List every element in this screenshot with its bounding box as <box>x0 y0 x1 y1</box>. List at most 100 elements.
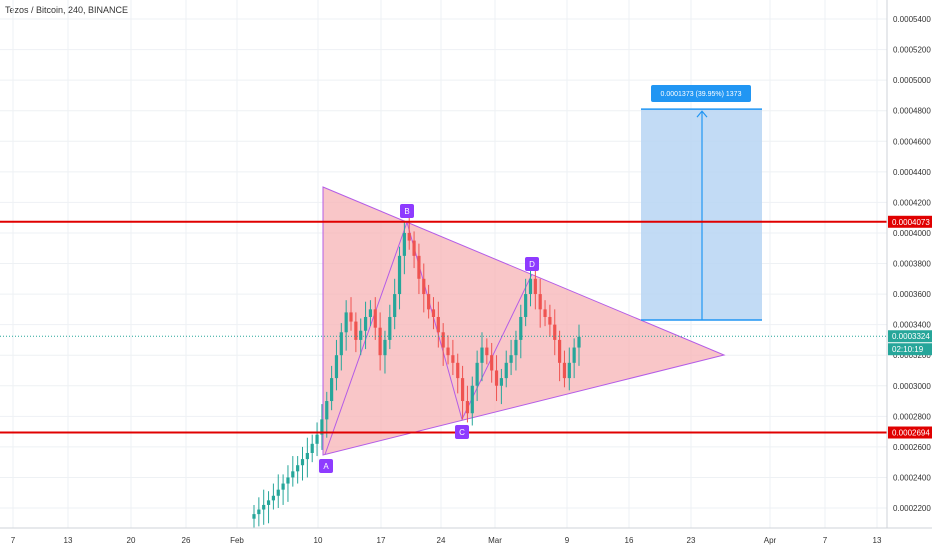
candle-body <box>456 362 460 379</box>
time-tick-label: 7 <box>11 536 16 545</box>
triangle-fill[interactable] <box>322 186 726 456</box>
current-price-label: 0.0003324 <box>892 332 930 341</box>
price-axis[interactable]: 0.0005400 0.0005200 0.0005000 0.0004800 0.00… <box>886 0 932 528</box>
candle-body <box>519 316 523 340</box>
candle-body <box>349 312 353 322</box>
symbol-title: Tezos / Bitcoin, 240, BINANCE <box>5 5 129 15</box>
candle-body <box>485 347 489 356</box>
candle-body <box>451 355 455 363</box>
target-label-text: 0.0001373 (39.95%) 1373 <box>661 91 742 98</box>
price-tick-label: 0.0004800 <box>893 107 931 116</box>
time-tick-label: 9 <box>565 536 570 545</box>
candle-body <box>509 355 513 363</box>
point-label-c <box>455 425 469 439</box>
point-label-b <box>400 204 414 218</box>
candle-body <box>436 316 440 333</box>
time-tick-label: 23 <box>687 536 696 545</box>
candle-body <box>276 489 280 496</box>
countdown-badge <box>888 343 932 356</box>
candle-body <box>557 339 562 363</box>
candle-body <box>325 401 329 420</box>
time-tick-label: 7 <box>823 536 828 545</box>
resistance-badge <box>888 215 932 228</box>
time-tick-label: Mar <box>488 536 502 545</box>
candle-body <box>524 294 528 317</box>
candle-body <box>412 240 416 256</box>
candle-body <box>480 347 484 363</box>
candle-body <box>378 327 382 356</box>
candle-body <box>373 309 377 328</box>
price-tick-label: 0.0002200 <box>893 504 931 513</box>
candle-body <box>465 401 470 414</box>
point-label-text: B <box>404 207 409 216</box>
candle-body <box>393 294 397 317</box>
candle-body <box>281 483 285 490</box>
candle-body <box>446 347 450 356</box>
candle-body <box>334 355 339 379</box>
point-labels: A B C D <box>319 204 539 473</box>
candle-body <box>383 339 387 356</box>
candle-body <box>499 378 503 386</box>
candle-body <box>397 255 402 295</box>
candle-body <box>577 336 581 348</box>
price-tick-label: 0.0003600 <box>893 290 931 299</box>
resistance-label: 0.0004073 <box>892 218 930 227</box>
time-tick-label: 26 <box>182 536 191 545</box>
candle-body <box>553 324 557 340</box>
price-tick-label: 0.0004400 <box>893 168 931 177</box>
candle-body <box>533 278 537 295</box>
time-tick-label: 13 <box>64 536 73 545</box>
candle-body <box>431 309 436 317</box>
candle-body <box>422 278 426 295</box>
candle-body <box>330 378 334 402</box>
price-tick-label: 0.0005200 <box>893 46 931 55</box>
horizontal-levels[interactable] <box>0 220 887 434</box>
point-label-text: C <box>459 428 465 437</box>
candle-body <box>427 294 431 310</box>
time-tick-label: 24 <box>437 536 446 545</box>
point-label-text: A <box>323 462 329 471</box>
candle-body <box>572 347 576 363</box>
candle-body <box>339 332 343 356</box>
time-axis[interactable]: 7 13 20 26 Feb 10 17 24 Mar 9 16 23 Apr 7 13 <box>0 527 932 545</box>
time-tick-label: Apr <box>764 536 777 545</box>
countdown-label: 02:10:19 <box>892 345 924 354</box>
candle-body <box>368 309 373 317</box>
time-tick-label: 20 <box>127 536 136 545</box>
price-tick-label: 0.0003200 <box>893 351 931 360</box>
price-tick-label: 0.0005000 <box>893 76 931 85</box>
target-label-box[interactable] <box>651 85 751 102</box>
candle-body <box>470 385 474 414</box>
price-tick-label: 0.0003800 <box>893 260 931 269</box>
price-tick-label: 0.0003400 <box>893 321 931 330</box>
candle-body <box>262 504 266 510</box>
candle-body <box>252 514 256 519</box>
price-tick-label: 0.0002800 <box>893 412 931 421</box>
candle-body <box>266 500 271 505</box>
candle-body <box>417 255 421 279</box>
candle-body <box>305 452 309 460</box>
candlestick-series <box>252 217 581 528</box>
target-projection[interactable]: 0.0001373 (39.95%) 1373 <box>641 85 762 321</box>
price-tick-label: 0.0005400 <box>893 15 931 24</box>
price-tick-label: 0.0002400 <box>893 473 931 482</box>
candle-body <box>291 471 295 478</box>
candle-body <box>286 477 290 484</box>
support-badge <box>888 426 932 439</box>
candle-body <box>562 362 567 379</box>
candle-body <box>310 443 314 453</box>
candle-body <box>538 294 542 310</box>
price-tick-label: 0.0004200 <box>893 198 931 207</box>
candle-body <box>407 232 411 241</box>
candle-body <box>543 309 547 317</box>
point-label-text: D <box>529 260 535 269</box>
candle-body <box>441 332 445 348</box>
candle-body <box>344 312 348 333</box>
candle-body <box>363 316 368 331</box>
candle-body <box>460 378 465 402</box>
candle-body <box>567 362 571 379</box>
time-tick-label: 13 <box>873 536 882 545</box>
candle-body <box>271 495 276 501</box>
